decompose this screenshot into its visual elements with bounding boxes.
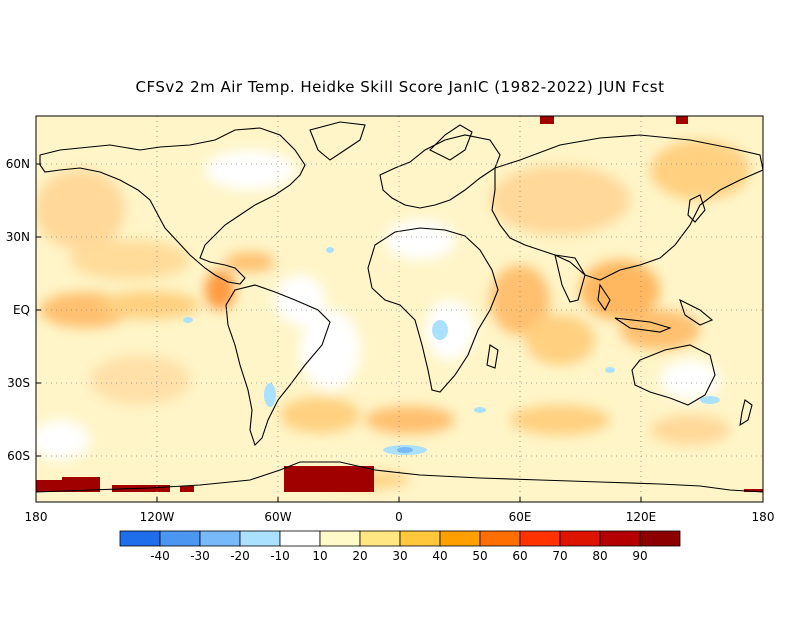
colorbar-label: 70 xyxy=(552,549,567,563)
colorbar-swatch xyxy=(639,530,681,547)
colorbar-swatch xyxy=(599,530,641,547)
graticule xyxy=(36,116,763,502)
colorbar-label: 30 xyxy=(392,549,407,563)
colorbar-swatch xyxy=(519,530,561,547)
colorbar-swatch xyxy=(479,530,521,547)
colorbar-label: 60 xyxy=(512,549,527,563)
map-title: CFSv2 2m Air Temp. Heidke Skill Score Ja… xyxy=(135,78,665,96)
map-plot-area xyxy=(36,116,763,502)
lat-label-30s: 30S xyxy=(7,376,30,390)
colorbar-swatch xyxy=(279,530,321,547)
colorbar-label: -40 xyxy=(150,549,170,563)
colorbar-swatch xyxy=(559,530,601,547)
colorbar-label: 90 xyxy=(632,549,647,563)
lat-label-60s: 60S xyxy=(7,449,30,463)
colorbar-swatch xyxy=(359,530,401,547)
colorbar-swatch xyxy=(199,530,241,547)
colorbar-swatch xyxy=(119,530,161,547)
lat-label-eq: EQ xyxy=(13,303,30,317)
lon-label-0: 0 xyxy=(395,510,403,524)
colorbar-swatch xyxy=(159,530,201,547)
colorbar-label: 20 xyxy=(352,549,367,563)
coastlines xyxy=(36,121,763,493)
lon-label-120e: 120E xyxy=(626,510,657,524)
colorbar-swatch xyxy=(239,530,281,547)
lon-label-180e: 180 xyxy=(752,510,775,524)
colorbar-label: -10 xyxy=(270,549,290,563)
colorbar-label: 80 xyxy=(592,549,607,563)
colorbar-label: 10 xyxy=(312,549,327,563)
colorbar-label: -30 xyxy=(190,549,210,563)
colorbar-swatch xyxy=(399,530,441,547)
colorbar-swatch xyxy=(439,530,481,547)
lon-label-60w: 60W xyxy=(264,510,291,524)
negative-skill-core xyxy=(397,447,413,453)
colorbar-swatch xyxy=(319,530,361,547)
lon-label-180w: 180 xyxy=(25,510,48,524)
colorbar-label: 50 xyxy=(472,549,487,563)
lat-label-30n: 30N xyxy=(6,230,30,244)
colorbar: -40 -30 -20 -10 10 20 30 40 50 60 70 80 90 xyxy=(119,530,681,563)
skill-field xyxy=(36,140,750,488)
colorbar-label: -20 xyxy=(230,549,250,563)
lon-label-60e: 60E xyxy=(509,510,532,524)
lon-label-120w: 120W xyxy=(140,510,175,524)
axis-ticks xyxy=(36,163,642,502)
lat-label-60n: 60N xyxy=(6,157,30,171)
colorbar-label: 40 xyxy=(432,549,447,563)
